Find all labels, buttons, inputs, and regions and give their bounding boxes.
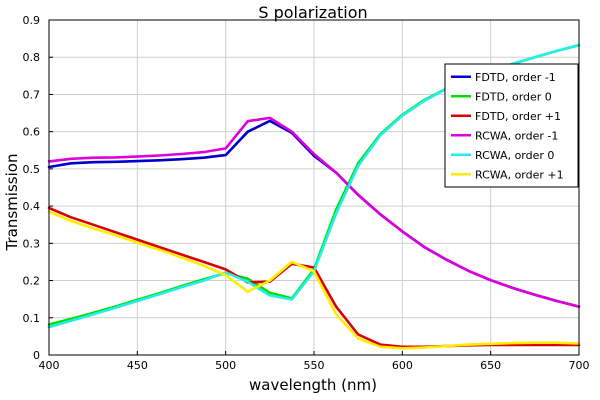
axis-ticks: 400 450 500 550 600 650 700 0 0.1 0.2 0.3 0.4 0.5 0.6… xyxy=(23,14,590,372)
legend-box xyxy=(444,63,579,188)
y-tick-label: 0 xyxy=(33,349,40,362)
legend-label: FDTD, order +1 xyxy=(475,110,561,123)
x-tick-label: 400 xyxy=(39,359,60,372)
y-tick-label: 0.7 xyxy=(23,88,41,101)
legend-label: FDTD, order 0 xyxy=(475,90,552,103)
y-tick-label: 0.1 xyxy=(23,312,41,325)
x-tick-label: 500 xyxy=(215,359,236,372)
y-tick-label: 0.2 xyxy=(23,275,41,288)
legend-label: RCWA, order +1 xyxy=(475,168,564,181)
y-tick-label: 0.9 xyxy=(23,14,41,27)
legend: FDTD, order -1 FDTD, order 0 FDTD, order +… xyxy=(444,63,579,188)
y-tick-label: 0.3 xyxy=(23,237,41,250)
x-tick-label: 650 xyxy=(480,359,501,372)
chart-title: S polarization xyxy=(258,3,367,22)
y-axis-title: Transmission xyxy=(3,154,21,252)
x-tick-label: 550 xyxy=(304,359,325,372)
series-line-4 xyxy=(47,116,581,308)
x-tick-label: 600 xyxy=(392,359,413,372)
y-tick-label: 0.4 xyxy=(23,200,41,213)
y-tick-label: 0.5 xyxy=(23,163,41,176)
legend-label: FDTD, order -1 xyxy=(475,71,556,84)
y-tick-label: 0.8 xyxy=(23,51,41,64)
legend-label: RCWA, order 0 xyxy=(475,149,554,162)
x-tick-label: 450 xyxy=(127,359,148,372)
x-axis-title: wavelength (nm) xyxy=(249,376,377,394)
y-tick-label: 0.6 xyxy=(23,126,41,139)
legend-label: RCWA, order -1 xyxy=(475,129,558,142)
series-line-6 xyxy=(47,210,581,350)
x-tick-label: 700 xyxy=(569,359,590,372)
